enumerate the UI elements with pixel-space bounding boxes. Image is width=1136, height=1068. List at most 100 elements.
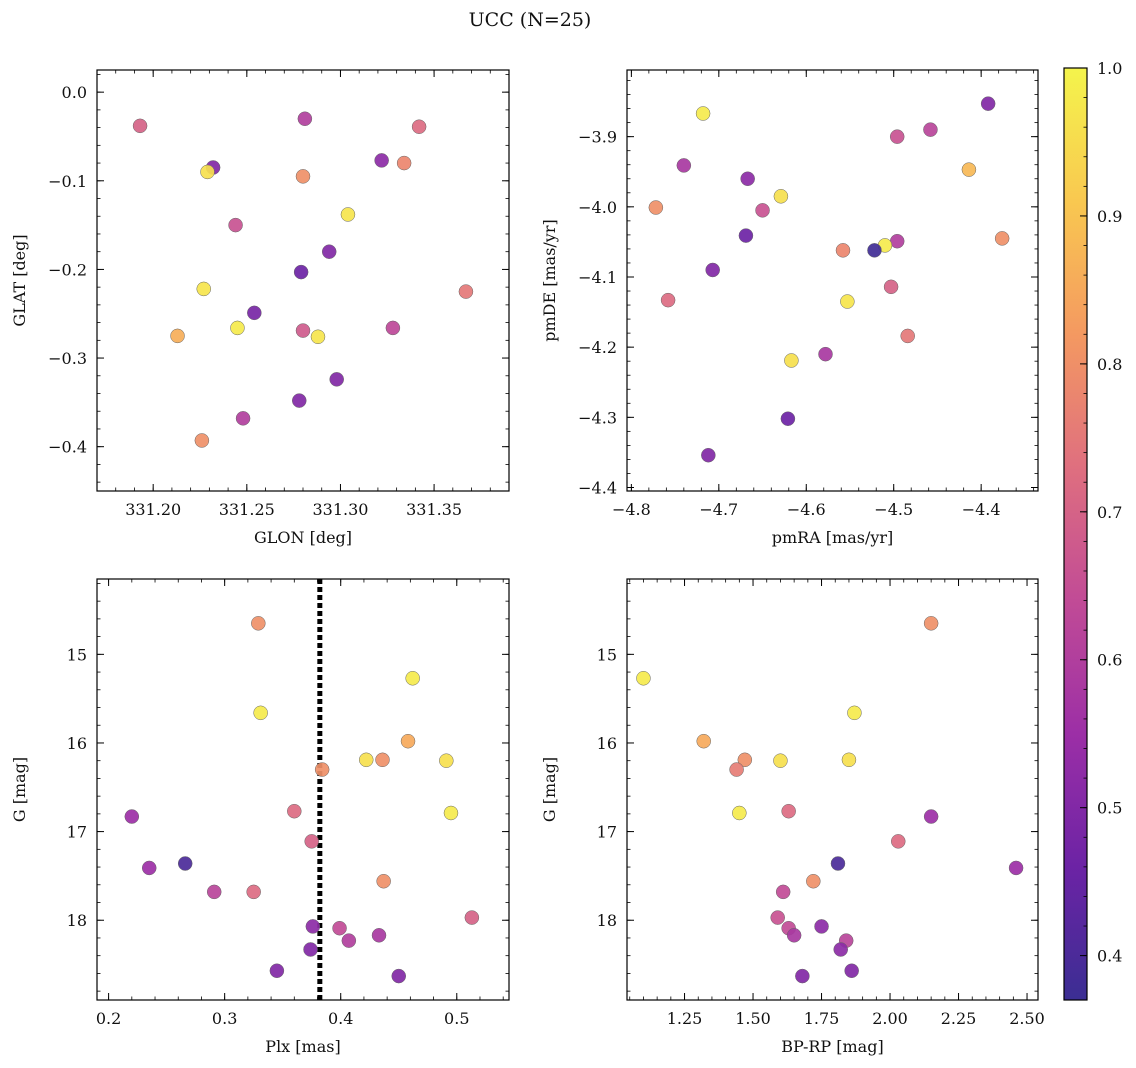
y-tick-label: −4.1: [578, 268, 617, 287]
x-tick-label: 331.20: [125, 500, 181, 519]
scatter-point: [781, 803, 796, 819]
colorbar-tick-label: 0.8: [1097, 355, 1122, 374]
scatter-point: [371, 928, 387, 943]
y-tick-label: 0.0: [62, 83, 87, 102]
scatter-point: [332, 920, 347, 936]
subplot-3: 0.2 0.3 0.4 0.5 15 16 17 18 Plx [mas] G [mag]: [10, 578, 510, 1056]
axes-frame: [626, 69, 1039, 492]
scatter-point: [1008, 860, 1024, 876]
scatter-point: [889, 129, 905, 144]
scatter-point: [269, 963, 285, 979]
scatter-point: [994, 231, 1010, 246]
x-tick-label: −4.6: [787, 500, 826, 519]
scatter-point: [773, 753, 788, 768]
y-tick-label: −4.0: [578, 198, 617, 217]
scatter-point: [732, 805, 747, 821]
y-tick-label: −4.4: [578, 478, 617, 497]
scatter-point: [359, 752, 374, 768]
scatter-point: [458, 284, 474, 299]
scatter-point: [206, 884, 222, 900]
scatter-point: [784, 353, 799, 368]
scatter-point: [770, 910, 785, 925]
scatter-point: [660, 292, 676, 308]
scatter-point: [923, 809, 939, 824]
scatter-point: [235, 411, 251, 426]
scatter-point: [737, 752, 753, 768]
scatter-point: [314, 762, 330, 777]
axes-frame: [96, 578, 510, 1001]
y-axis-label: G [mag]: [540, 757, 559, 822]
y-tick-label: −0.3: [48, 349, 87, 368]
x-tick-label: 1.50: [735, 1009, 771, 1028]
scatter-point: [891, 834, 906, 849]
scatter-point: [177, 856, 193, 871]
subplot-1: 331.20 331.25 331.30 331.35 0.0 −0.1 −0.2 −0.3 −…: [10, 69, 510, 547]
scatter-point: [923, 122, 938, 137]
x-tick-label: 0.3: [212, 1009, 237, 1028]
x-axis-label: pmRA [mas/yr]: [772, 528, 894, 547]
scatter-point: [889, 233, 905, 249]
x-tick-label: 2.50: [1009, 1009, 1045, 1028]
scatter-point: [196, 281, 211, 297]
scatter-point: [844, 963, 859, 979]
x-tick-label: 1.75: [804, 1009, 840, 1028]
scatter-point: [247, 305, 262, 321]
scatter-point: [780, 411, 796, 426]
scatter-point: [391, 968, 406, 984]
y-tick-label: 16: [597, 734, 617, 753]
colorbar-tick-label: 0.7: [1097, 503, 1122, 522]
x-axis-label: BP-RP [mag]: [781, 1037, 883, 1056]
scatter-point: [396, 155, 412, 171]
x-tick-label: 2.00: [872, 1009, 908, 1028]
scatter-point: [295, 323, 311, 338]
colorbar-tick-label: 0.9: [1097, 207, 1122, 226]
scatter-point: [329, 372, 344, 387]
scatter-point: [304, 834, 319, 849]
x-tick-label: 331.30: [312, 500, 368, 519]
colorbar-tick-label: 0.4: [1097, 947, 1122, 966]
y-tick-label: −4.3: [578, 408, 617, 427]
scatter-point: [833, 942, 848, 957]
scatter-point: [194, 433, 210, 448]
scatter-point: [795, 968, 810, 984]
x-tick-label: 1.25: [667, 1009, 703, 1028]
y-axis-label: GLAT [deg]: [10, 234, 29, 326]
subplot-4: 1.25 1.50 1.75 2.00 2.25 2.50 15 16 17 18 BP-RP [m…: [540, 578, 1045, 1056]
scatter-point: [303, 942, 318, 957]
scatter-point: [840, 294, 855, 309]
scatter-point: [305, 919, 321, 934]
y-tick-label: 17: [67, 823, 87, 842]
scatter-point: [132, 118, 148, 134]
scatter-point: [867, 243, 882, 258]
y-axis-label: pmDE [mas/yr]: [540, 219, 559, 342]
y-tick-label: 15: [597, 645, 617, 664]
scatter-point: [786, 928, 802, 943]
scatter-point: [806, 873, 821, 889]
scatter-point: [411, 119, 427, 134]
scatter-point: [701, 447, 716, 463]
x-tick-label: 2.25: [941, 1009, 977, 1028]
scatter-point: [340, 207, 356, 222]
y-tick-label: 18: [597, 911, 617, 930]
scatter-point: [773, 189, 789, 204]
scatter-point: [676, 158, 692, 173]
y-tick-label: 17: [597, 823, 617, 842]
y-tick-label: 16: [67, 734, 87, 753]
scatter-point: [310, 329, 326, 345]
scatter-point: [814, 919, 829, 934]
scatter-point: [400, 733, 416, 749]
scatter-point: [696, 733, 711, 749]
y-tick-label: −0.1: [48, 172, 87, 191]
scatter-point: [961, 162, 977, 177]
y-tick-label: −0.4: [48, 438, 87, 457]
y-tick-label: −4.2: [578, 338, 617, 357]
scatter-point: [439, 753, 454, 768]
scatter-point: [980, 96, 996, 111]
y-tick-label: −3.9: [578, 128, 617, 147]
scatter-point: [228, 217, 243, 233]
scatter-point: [230, 320, 245, 336]
scatter-point: [405, 671, 420, 686]
scatter-point: [738, 228, 754, 243]
scatter-point: [293, 264, 309, 280]
